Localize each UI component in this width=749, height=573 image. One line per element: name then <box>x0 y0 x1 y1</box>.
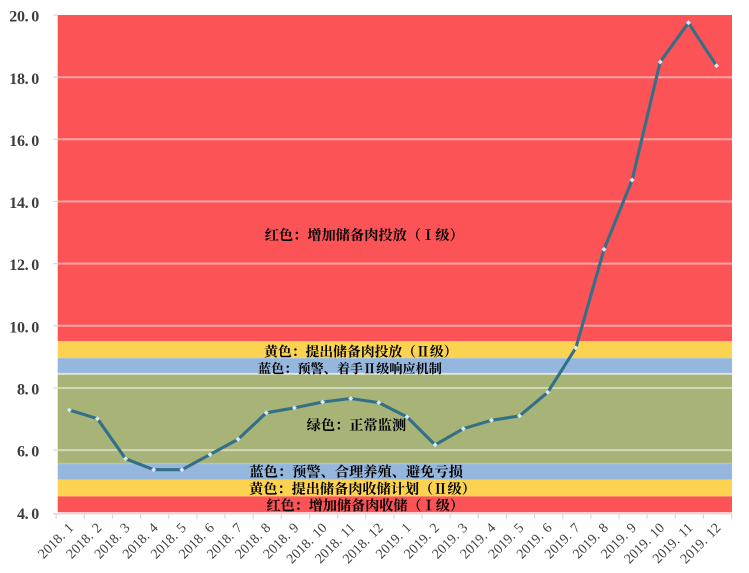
svg-text:18.0: 18. 0 <box>9 71 39 88</box>
svg-text:10.0: 10. 0 <box>9 319 39 336</box>
svg-text:14.0: 14. 0 <box>9 195 39 212</box>
svg-text:6.0: 6. 0 <box>17 444 39 461</box>
svg-text:8.0: 8. 0 <box>17 382 39 399</box>
svg-text:16.0: 16. 0 <box>9 133 39 150</box>
svg-text:20.0: 20. 0 <box>9 9 39 26</box>
svg-text:4.0: 4. 0 <box>17 506 39 523</box>
svg-text:12.0: 12. 0 <box>9 257 39 274</box>
